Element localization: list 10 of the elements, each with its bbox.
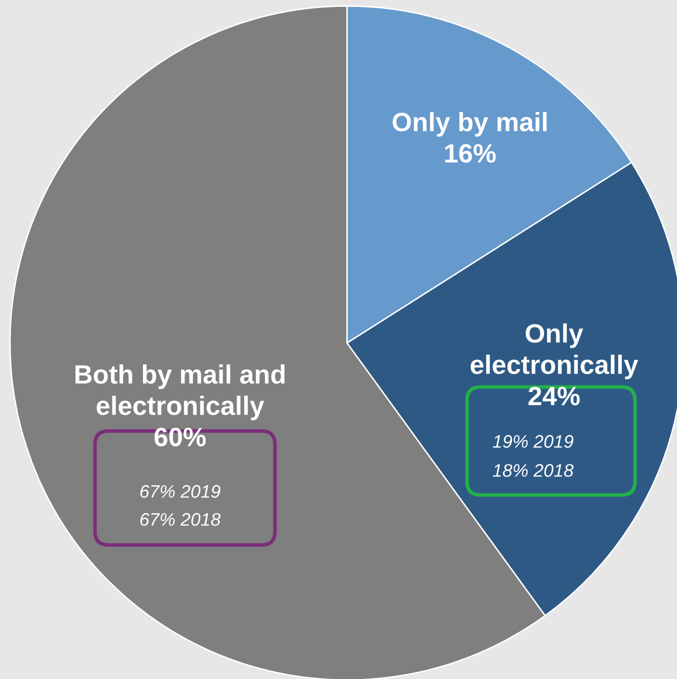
slice-label: Only electronically — [470, 323, 638, 380]
data-label: 60% — [154, 428, 206, 446]
data-label: 24% — [528, 386, 580, 406]
text: 18% 2018 — [492, 464, 574, 477]
slice-label: Only by mail — [392, 112, 547, 137]
text: 67% 2018 — [140, 513, 221, 526]
data-label: 16% — [445, 144, 496, 163]
text: 67% 2019 — [140, 485, 220, 498]
slice-label: Both by mail and electronically — [75, 364, 285, 420]
text: 19% 2019 — [492, 435, 574, 448]
